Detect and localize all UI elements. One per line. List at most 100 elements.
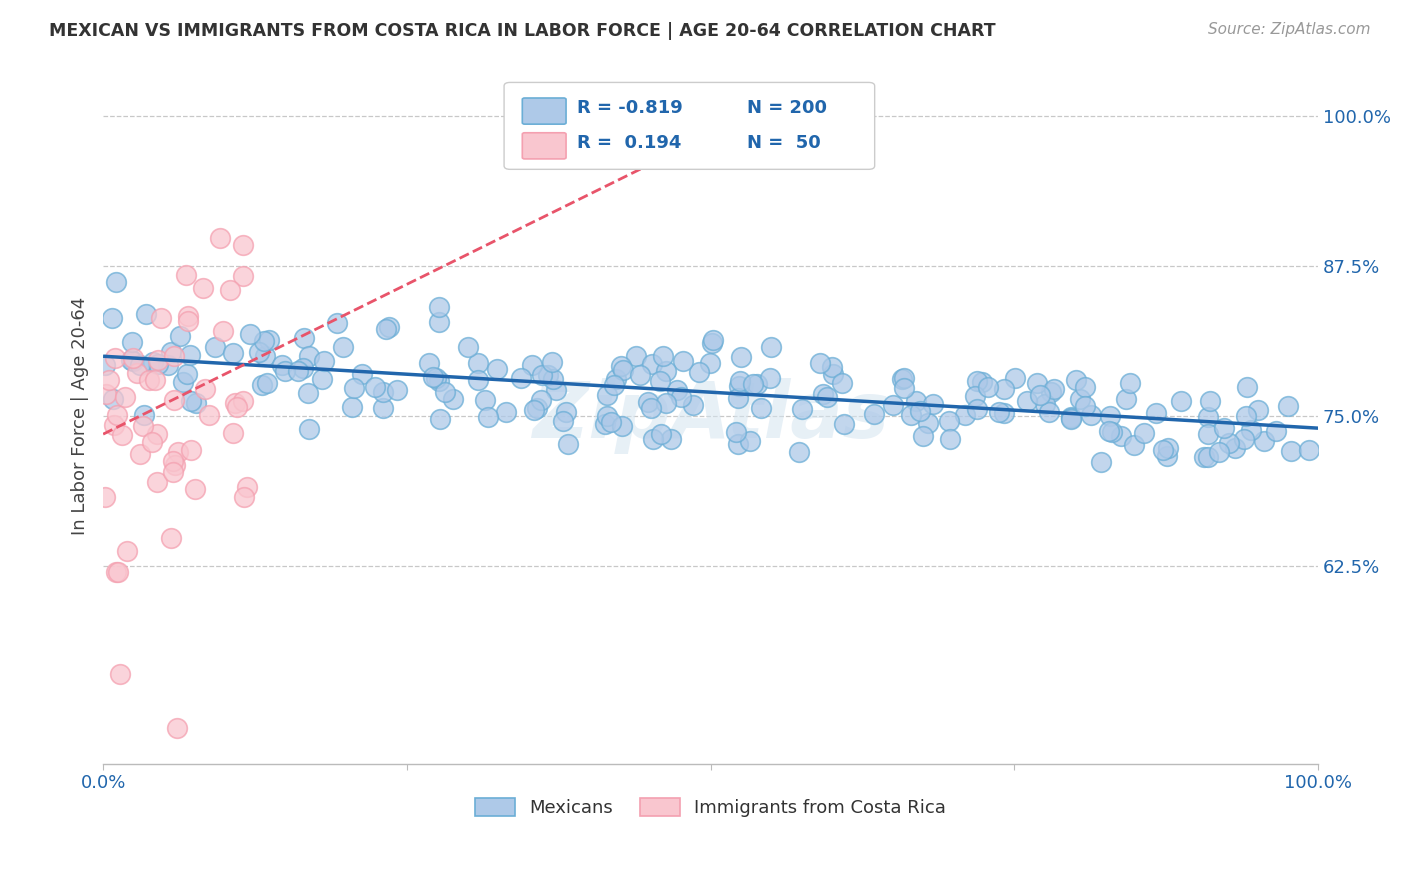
Point	[340, 400, 363, 414]
Point	[1090, 455, 1112, 469]
Point	[612, 363, 634, 377]
Point	[1060, 410, 1083, 425]
Point	[103, 418, 125, 433]
Point	[259, 334, 281, 348]
Point	[298, 422, 321, 436]
Point	[122, 354, 145, 368]
Point	[1277, 400, 1299, 414]
Point	[1218, 436, 1240, 450]
Point	[94, 491, 117, 505]
Point	[1029, 388, 1052, 402]
Point	[256, 376, 278, 391]
Point	[725, 425, 748, 439]
Point	[966, 374, 988, 388]
Point	[966, 401, 988, 416]
Text: R =  0.194: R = 0.194	[576, 134, 682, 152]
Point	[742, 377, 765, 392]
Point	[163, 393, 186, 408]
Point	[682, 398, 704, 412]
Point	[422, 370, 444, 384]
Point	[184, 482, 207, 496]
Point	[352, 367, 374, 381]
Point	[1080, 408, 1102, 422]
Point	[893, 371, 915, 385]
Point	[179, 348, 201, 362]
Point	[654, 363, 676, 377]
Point	[247, 345, 270, 359]
Point	[177, 309, 200, 323]
Point	[429, 412, 451, 426]
Point	[162, 466, 184, 480]
Point	[1098, 425, 1121, 439]
Point	[198, 409, 221, 423]
Point	[253, 334, 276, 348]
Point	[938, 414, 960, 428]
Point	[104, 275, 127, 289]
Point	[1004, 371, 1026, 385]
Point	[132, 419, 155, 434]
Point	[666, 383, 689, 397]
Point	[105, 566, 128, 580]
Point	[1240, 423, 1263, 437]
Point	[669, 390, 692, 404]
Point	[194, 382, 217, 396]
Point	[1073, 380, 1095, 394]
Text: R = -0.819: R = -0.819	[576, 99, 683, 117]
Point	[425, 371, 447, 385]
Point	[1026, 376, 1049, 390]
Point	[593, 417, 616, 431]
Point	[120, 352, 142, 367]
Point	[159, 345, 181, 359]
Point	[434, 385, 457, 400]
Point	[218, 283, 240, 297]
Point	[114, 390, 136, 404]
Point	[910, 404, 932, 418]
Point	[890, 372, 912, 386]
Point	[987, 405, 1010, 419]
Point	[177, 314, 200, 328]
Point	[141, 434, 163, 449]
Point	[1017, 394, 1039, 409]
Point	[603, 377, 626, 392]
Point	[600, 415, 623, 429]
Point	[374, 322, 396, 336]
Point	[821, 367, 844, 381]
Point	[311, 372, 333, 386]
Point	[790, 401, 813, 416]
Point	[105, 408, 128, 422]
Point	[127, 366, 149, 380]
Point	[1119, 376, 1142, 391]
Point	[104, 351, 127, 365]
Point	[467, 356, 489, 370]
Point	[145, 426, 167, 441]
Point	[121, 335, 143, 350]
Point	[643, 432, 665, 446]
Point	[758, 371, 780, 385]
Point	[343, 381, 366, 395]
Point	[1073, 399, 1095, 413]
Point	[1039, 385, 1062, 400]
Point	[169, 329, 191, 343]
Point	[728, 375, 751, 389]
Point	[132, 408, 155, 422]
Text: N =  50: N = 50	[747, 134, 821, 152]
Point	[297, 386, 319, 401]
Point	[972, 376, 994, 390]
Point	[650, 426, 672, 441]
Point	[531, 368, 554, 383]
Point	[418, 356, 440, 370]
Point	[624, 349, 647, 363]
Point	[172, 376, 194, 390]
Point	[1101, 425, 1123, 439]
Point	[544, 383, 567, 397]
Point	[1064, 373, 1087, 387]
Point	[97, 373, 120, 387]
Point	[495, 404, 517, 418]
Point	[727, 437, 749, 451]
Point	[292, 331, 315, 345]
Point	[467, 373, 489, 387]
Point	[688, 365, 710, 379]
Point	[477, 410, 499, 425]
Point	[993, 406, 1015, 420]
Point	[700, 336, 723, 351]
